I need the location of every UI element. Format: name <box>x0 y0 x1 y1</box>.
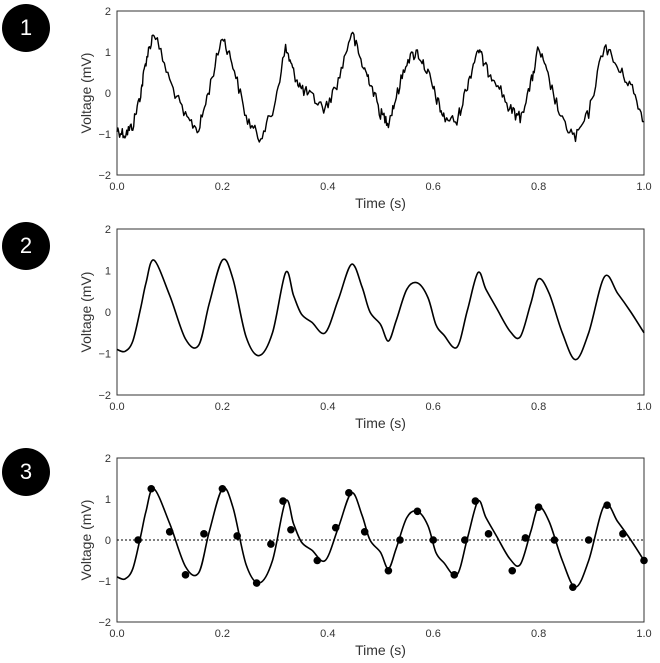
y-tick-label: −1 <box>98 349 111 361</box>
data-point-marker <box>640 556 648 565</box>
x-tick-label: 0.8 <box>531 181 546 193</box>
x-tick-label: 0.4 <box>320 181 335 193</box>
x-axis-label: Time (s) <box>355 642 406 658</box>
plot-frame-2 <box>116 228 645 396</box>
data-point-marker <box>619 530 627 538</box>
data-point-marker <box>165 528 174 536</box>
y-tick-label: 1 <box>105 47 111 59</box>
data-point-marker <box>471 497 480 505</box>
x-tick-label: 0.2 <box>215 401 230 413</box>
panel-number-badge-3: 3 <box>2 448 50 496</box>
data-point-marker <box>534 503 543 512</box>
x-tick-label: 0.4 <box>320 628 335 640</box>
chart-panel-3: 0.0 0.2 0.4 0.6 0.8 1.0 2 1 0 −1 −2 Time (s) Voltage… <box>78 453 652 658</box>
data-point-marker <box>267 540 275 548</box>
data-point-marker <box>279 497 287 505</box>
x-tick-label: 0.0 <box>109 628 124 640</box>
x-tick-label: 1.0 <box>636 401 651 413</box>
y-tick-label: −1 <box>98 129 111 141</box>
panel-number-badge-1: 1 <box>2 4 50 52</box>
data-point-marker <box>569 583 577 591</box>
x-axis-label: Time (s) <box>355 195 406 211</box>
plot-frame-3 <box>116 457 645 623</box>
data-point-marker <box>134 536 142 544</box>
data-point-marker <box>360 528 369 536</box>
x-tick-label: 1.0 <box>636 628 651 640</box>
x-tick-label: 0.8 <box>531 628 546 640</box>
series-line-1 <box>116 31 645 143</box>
data-point-marker <box>331 523 340 532</box>
data-point-marker <box>429 536 438 544</box>
data-point-marker <box>413 507 422 516</box>
y-tick-label: 0 <box>105 307 111 319</box>
y-tick-label: 1 <box>105 266 111 278</box>
x-tick-label: 0.8 <box>531 401 546 413</box>
y-tick-label: 2 <box>105 6 111 18</box>
data-point-marker <box>233 532 241 540</box>
x-axis-label: Time (s) <box>355 415 406 431</box>
chart-panel-1: 0.0 0.2 0.4 0.6 0.8 1.0 2 1 0 −1 −2 Time (s) Voltage… <box>78 6 652 211</box>
x-tick-label: 0.2 <box>215 628 230 640</box>
data-point-marker <box>521 534 530 542</box>
data-point-marker <box>200 530 208 538</box>
x-tick-label: 0.6 <box>426 181 441 193</box>
data-point-marker <box>508 566 517 575</box>
data-point-marker <box>287 525 295 534</box>
data-point-marker <box>461 536 469 544</box>
y-tick-label: −2 <box>98 617 111 629</box>
x-tick-label: 0.4 <box>320 401 335 413</box>
x-tick-label: 0.6 <box>426 401 441 413</box>
y-axis-label: Voltage (mV) <box>78 53 94 134</box>
data-point-marker <box>147 484 156 493</box>
panel-number-badge-2: 2 <box>2 222 50 270</box>
data-point-marker <box>584 536 593 544</box>
data-point-marker <box>450 571 459 579</box>
y-tick-label: 1 <box>105 494 111 506</box>
data-point-marker <box>384 566 393 575</box>
y-tick-label: −2 <box>98 170 111 182</box>
y-tick-label: −2 <box>98 390 111 402</box>
y-tick-label: 2 <box>105 453 111 465</box>
data-point-marker <box>396 536 404 544</box>
y-tick-label: 2 <box>105 224 111 236</box>
x-tick-label: 0.6 <box>426 628 441 640</box>
y-tick-label: 0 <box>105 88 111 100</box>
series-line-2 <box>116 258 645 361</box>
y-tick-label: −1 <box>98 576 111 588</box>
y-axis-label: Voltage (mV) <box>78 500 94 581</box>
y-axis-label: Voltage (mV) <box>78 272 94 353</box>
x-tick-label: 0.2 <box>215 181 230 193</box>
data-point-marker <box>550 536 559 544</box>
data-point-marker <box>603 501 611 509</box>
plot-frame-1 <box>116 10 645 176</box>
y-tick-label: 0 <box>105 535 111 547</box>
data-point-marker <box>218 484 227 493</box>
data-point-marker <box>484 530 493 538</box>
data-point-marker <box>252 579 261 587</box>
series-line-3 <box>116 487 645 588</box>
data-point-marker <box>313 556 322 565</box>
data-point-marker <box>345 489 353 497</box>
data-point-marker <box>181 571 190 579</box>
x-tick-label: 0.0 <box>109 181 124 193</box>
x-tick-label: 1.0 <box>636 181 651 193</box>
chart-panel-2: 0.0 0.2 0.4 0.6 0.8 1.0 2 1 0 −1 −2 Time (s) Voltage… <box>78 224 652 431</box>
x-tick-label: 0.0 <box>109 401 124 413</box>
